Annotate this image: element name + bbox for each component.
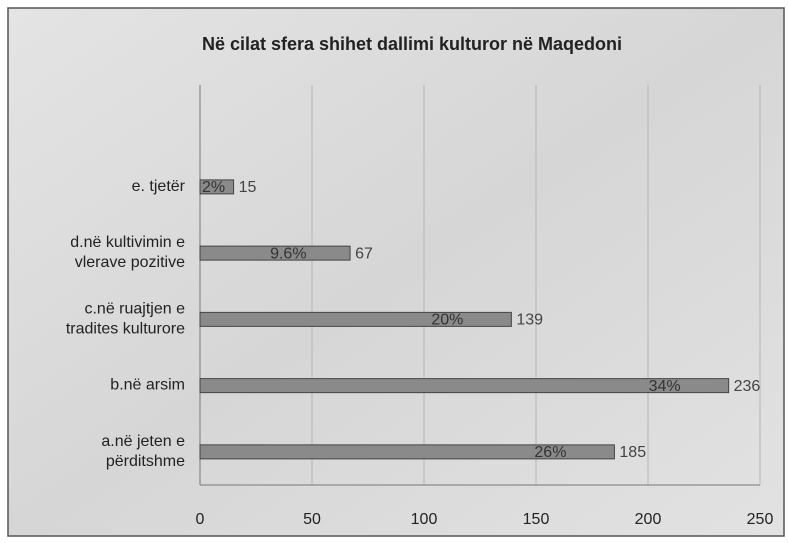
y-tick-label: c.në ruajtjen e tradites kulturore xyxy=(66,301,185,338)
share-label: 34% xyxy=(649,378,681,395)
value-label: 15 xyxy=(239,179,257,196)
bar xyxy=(199,245,351,261)
x-tick-label: 250 xyxy=(747,511,774,528)
x-tick-label: 200 xyxy=(635,511,662,528)
bar xyxy=(199,179,235,195)
x-tick-label: 50 xyxy=(303,511,321,528)
y-tick-label-line: e. tjetër xyxy=(132,178,186,195)
y-tick-label: d.në kultivimin e vlerave pozitive xyxy=(70,234,185,271)
y-tick-label-line: a.në jeten e xyxy=(101,433,185,450)
bar xyxy=(199,311,512,327)
x-tick-label: 100 xyxy=(411,511,438,528)
x-tick-label: 150 xyxy=(523,511,550,528)
y-tick-label-line: d.në kultivimin e xyxy=(70,234,185,251)
y-tick-label-line: përditshme xyxy=(106,453,185,470)
y-tick-label-line: b.në arsim xyxy=(110,377,185,394)
value-label: 67 xyxy=(355,245,373,262)
share-label: 26% xyxy=(534,444,566,461)
y-tick-label: a.në jeten e përditshme xyxy=(101,433,185,470)
value-label: 139 xyxy=(516,312,543,329)
bar xyxy=(199,444,615,460)
value-label: 185 xyxy=(619,444,646,461)
chart-title: Në cilat sfera shihet dallimi kulturor n… xyxy=(202,34,622,54)
y-tick-label: e. tjetër xyxy=(132,178,186,195)
x-tick-label: 0 xyxy=(196,511,205,528)
share-label: 20% xyxy=(431,312,463,329)
y-tick-label: b.në arsim xyxy=(110,377,185,394)
share-label: 2% xyxy=(202,179,225,196)
y-tick-label-line: c.në ruajtjen e xyxy=(84,301,185,318)
share-label: 9.6% xyxy=(270,245,306,262)
y-tick-label-line: tradites kulturore xyxy=(66,321,185,338)
y-tick-label-line: vlerave pozitive xyxy=(75,254,185,271)
bar xyxy=(199,378,730,394)
value-label: 236 xyxy=(734,378,761,395)
